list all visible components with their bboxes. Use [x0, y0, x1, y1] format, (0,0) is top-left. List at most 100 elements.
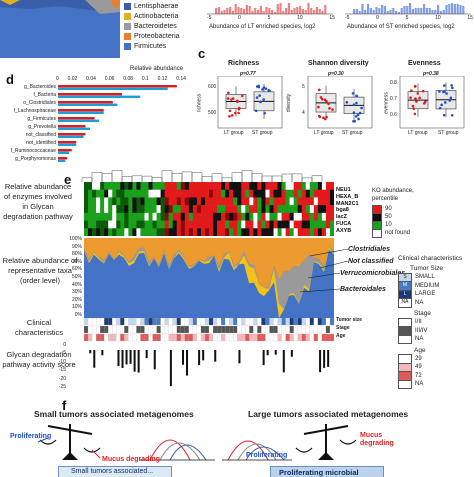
heatmap-cell — [325, 212, 331, 221]
age-cell — [237, 333, 242, 342]
panel-d-axis-title: Relative abundance — [130, 66, 184, 72]
heatmap-cell — [160, 228, 165, 236]
heatmap-cell — [144, 189, 149, 198]
heatmap-cell — [217, 212, 222, 221]
evenness-p: p=0.38 — [423, 71, 439, 77]
panel-b-hist-right — [345, 3, 471, 15]
stage-cell — [160, 325, 166, 334]
heatmap-cell — [269, 197, 274, 206]
heatmap-cell — [285, 212, 290, 221]
panel-e-heatmap — [84, 182, 334, 236]
tumor-size-cell — [269, 318, 274, 326]
heatmap-cell — [317, 228, 323, 236]
tick-label: 0.12 — [157, 76, 168, 82]
heatmap-cell — [120, 182, 125, 191]
age-cell — [220, 333, 226, 342]
heatmap-cell — [245, 212, 250, 221]
heatmap-cell — [140, 197, 145, 206]
stage-cell — [108, 325, 113, 334]
heatmap-cell — [265, 205, 270, 214]
bar-st — [58, 87, 168, 90]
age-cell — [144, 333, 149, 342]
heatmap-cell — [289, 220, 294, 229]
heatmap-cell — [88, 189, 93, 198]
heatmap-cell — [112, 228, 117, 236]
legend-swatch — [124, 32, 131, 40]
age-cell — [285, 333, 291, 342]
heatmap-cell — [225, 182, 230, 191]
stage-cell — [136, 325, 141, 334]
tumor-size-cell — [241, 318, 246, 326]
heatmap-cell — [217, 182, 222, 191]
heatmap-cell — [321, 182, 327, 191]
heatmap-cell — [257, 205, 262, 214]
heatmap-cell — [321, 205, 327, 214]
age-cell — [120, 333, 125, 342]
stage-cell — [317, 325, 323, 334]
heatmap-cell — [132, 228, 137, 236]
data-point — [237, 111, 240, 115]
heatmap-cell — [184, 205, 190, 214]
heatmap-cell — [301, 205, 307, 214]
heatmap-cell — [156, 220, 161, 229]
heatmap-cell — [305, 228, 311, 236]
heatmap-cell — [241, 205, 246, 214]
heatmap-cell — [116, 197, 121, 206]
tumor-size-cell — [156, 318, 162, 326]
hist-bar — [234, 4, 237, 14]
tumor-size-cell — [192, 318, 198, 326]
data-point — [236, 100, 239, 103]
hist-bar — [257, 10, 260, 14]
age-cell — [104, 333, 109, 342]
panel-b-right-ticks: -5 0 5 10 15 — [345, 15, 473, 21]
heatmap-cell — [200, 182, 206, 191]
heatmap-cell — [257, 182, 262, 191]
clinical-legend-label: III/IV — [415, 327, 428, 334]
heatmap-cell — [168, 220, 174, 229]
heatmap-cell — [164, 212, 169, 221]
score-bar — [121, 350, 124, 368]
age-cell — [156, 333, 162, 342]
heatmap-cell — [100, 182, 105, 191]
heatmap-cell — [176, 197, 182, 206]
data-point — [327, 102, 330, 106]
tumor-size-cell — [116, 318, 121, 326]
heatmap-cell — [309, 220, 315, 229]
age-cell — [196, 333, 202, 342]
age-cell — [273, 333, 278, 342]
hist-bar — [301, 9, 304, 14]
panel-e-clinical-strips — [84, 318, 334, 342]
heatmap-cell — [321, 189, 327, 198]
hist-bar — [409, 3, 412, 14]
age-cell — [160, 333, 166, 342]
heatmap-cell — [196, 228, 202, 236]
heatmap-cell — [116, 220, 121, 229]
bar-lt — [58, 109, 104, 112]
heatmap-cell — [297, 182, 303, 191]
legend-label: Proteobacteria — [134, 32, 180, 40]
stage-cell — [321, 325, 327, 334]
bar-st — [58, 151, 69, 154]
hist-bar — [372, 10, 375, 14]
heatmap-cell — [289, 205, 294, 214]
pct-tick: 0% — [74, 312, 82, 318]
heatmap-cell — [273, 197, 278, 206]
heatmap-cell — [112, 189, 117, 198]
heatmap-cell — [309, 182, 315, 191]
hist-bar — [237, 7, 240, 14]
bar-lt — [58, 133, 86, 136]
heatmap-cell — [192, 220, 198, 229]
tumor-size-cell — [305, 318, 311, 326]
heatmap-cell — [289, 189, 294, 198]
heatmap-cell — [152, 189, 157, 198]
tick-label: 10 — [435, 15, 441, 21]
hist-bar — [434, 10, 437, 14]
bar-st — [58, 135, 84, 138]
richness-p: p=0.77 — [240, 71, 256, 77]
bar-st — [58, 119, 100, 122]
tick-label: 5 — [405, 15, 409, 21]
heatmap-cell — [289, 182, 294, 191]
heatmap-cell — [269, 205, 274, 214]
data-point — [228, 109, 232, 113]
clinical-legend-label: I/II — [415, 319, 422, 326]
